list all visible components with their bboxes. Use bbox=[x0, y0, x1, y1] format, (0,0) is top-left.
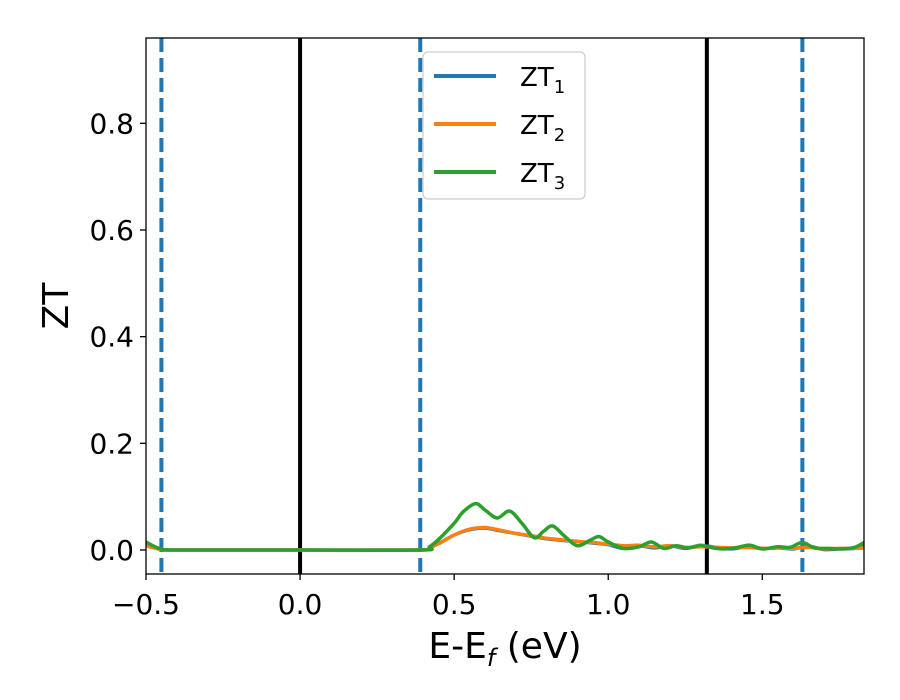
y-tick-label-4: 0.8 bbox=[89, 107, 134, 140]
x-tick-label-4: 1.5 bbox=[740, 588, 785, 621]
y-tick-label-2: 0.4 bbox=[89, 321, 134, 354]
legend-label-zt3-sub: 3 bbox=[554, 173, 565, 194]
y-axis-label: ZT bbox=[36, 282, 77, 330]
x-axis-label-main: E-E bbox=[428, 626, 486, 667]
series-lines bbox=[146, 501, 864, 552]
legend-label-zt3: ZT3 bbox=[520, 159, 565, 194]
x-axis-label-unit: (eV) bbox=[495, 626, 581, 667]
x-tick-label-1: 0.0 bbox=[278, 588, 323, 621]
x-tick-label-0: −0.5 bbox=[112, 588, 180, 621]
legend-label-zt3-main: ZT bbox=[520, 159, 554, 189]
series-line-zt3 bbox=[146, 501, 864, 552]
legend-label-zt2-main: ZT bbox=[520, 111, 554, 141]
legend-box bbox=[422, 51, 586, 200]
x-axis-ticks: −0.5 0.0 0.5 1.0 1.5 bbox=[112, 574, 785, 621]
x-tick-label-2: 0.5 bbox=[432, 588, 477, 621]
y-tick-label-0: 0.0 bbox=[89, 534, 134, 567]
legend-label-zt1-sub: 1 bbox=[554, 77, 565, 98]
x-tick-label-3: 1.0 bbox=[586, 588, 631, 621]
reference-lines bbox=[159, 38, 805, 574]
y-tick-label-1: 0.2 bbox=[89, 427, 134, 460]
x-axis-label: E-Ef (eV) bbox=[428, 626, 581, 672]
legend-label-zt2-sub: 2 bbox=[554, 125, 565, 146]
legend-label-zt2: ZT2 bbox=[520, 111, 565, 146]
y-tick-label-3: 0.6 bbox=[89, 214, 134, 247]
legend: ZT1 ZT2 ZT3 bbox=[422, 51, 586, 200]
legend-label-zt1: ZT1 bbox=[520, 63, 565, 98]
plot-frame bbox=[145, 37, 865, 575]
legend-label-zt1-main: ZT bbox=[520, 63, 554, 93]
y-axis-ticks: 0.0 0.2 0.4 0.6 0.8 bbox=[89, 107, 146, 567]
